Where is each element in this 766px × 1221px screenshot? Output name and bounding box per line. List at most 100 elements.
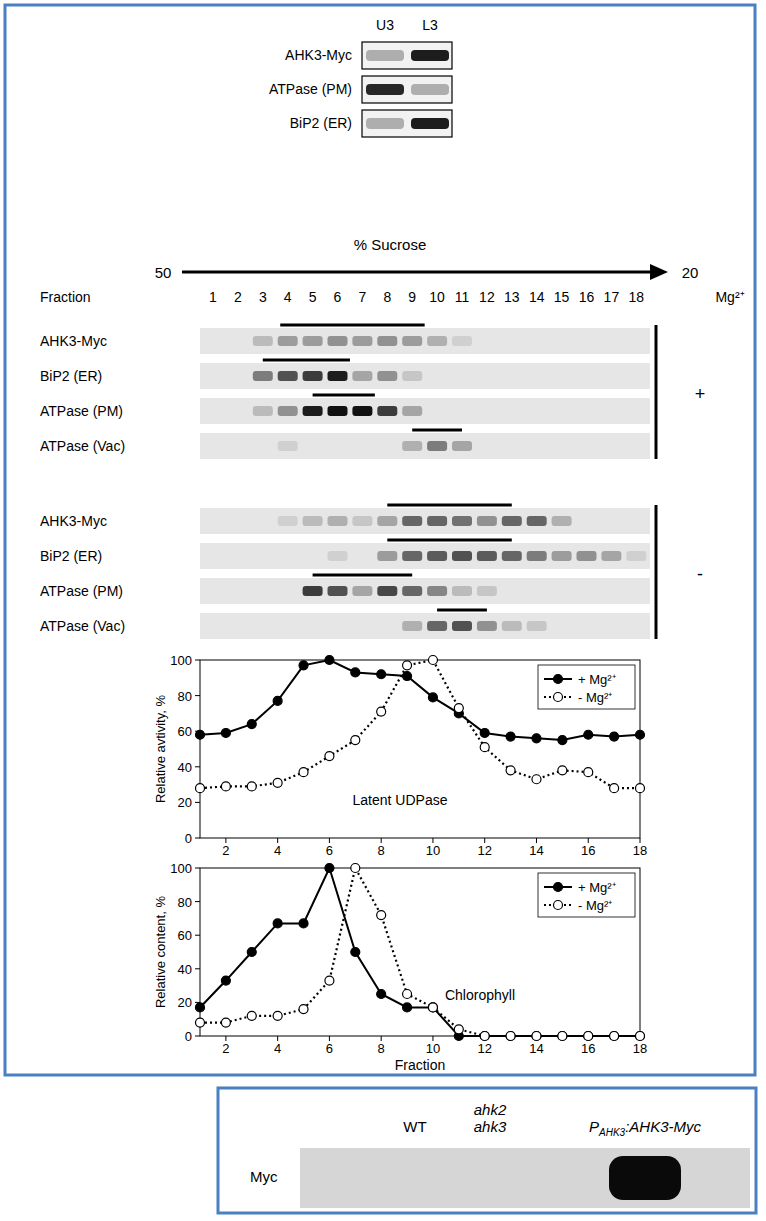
band	[402, 516, 422, 526]
band	[352, 441, 372, 451]
band	[278, 371, 298, 381]
gradient-label: % Sucrose	[354, 236, 427, 253]
blot-strip	[200, 328, 650, 354]
band	[377, 621, 397, 631]
band	[402, 406, 422, 416]
band	[452, 551, 472, 561]
peak-range	[313, 394, 375, 397]
blot-strip	[200, 578, 650, 604]
band	[452, 586, 472, 596]
point	[480, 743, 489, 752]
condition-label: Mg²⁺	[715, 289, 744, 305]
fraction-number: 13	[504, 289, 520, 305]
point	[480, 1032, 489, 1041]
band	[352, 371, 372, 381]
band	[253, 406, 273, 416]
band	[203, 551, 223, 561]
plot-marks	[196, 656, 645, 793]
point	[273, 1011, 282, 1020]
band	[228, 551, 248, 561]
blot-box	[362, 110, 452, 137]
band	[278, 441, 298, 451]
band	[452, 441, 472, 451]
point	[506, 732, 515, 741]
point	[610, 1032, 619, 1041]
band	[577, 371, 597, 381]
group-bracket	[655, 325, 658, 459]
band	[228, 621, 248, 631]
band	[303, 516, 323, 526]
band	[303, 406, 323, 416]
y-tick-label: 40	[178, 962, 192, 977]
y-axis-title: Relative avtivity, %	[153, 695, 168, 804]
point	[247, 1011, 256, 1020]
point	[403, 1003, 412, 1012]
series-line	[200, 868, 640, 1036]
point	[273, 778, 282, 787]
band	[601, 441, 621, 451]
band	[278, 551, 298, 561]
y-tick	[195, 935, 200, 936]
band	[303, 621, 323, 631]
point	[221, 782, 230, 791]
point	[403, 661, 412, 670]
band	[427, 441, 447, 451]
row-label: AHK3-Myc	[40, 513, 107, 529]
band	[552, 336, 572, 346]
band	[328, 441, 348, 451]
fraction-number: 16	[579, 289, 595, 305]
row-label: ATPase (PM)	[40, 403, 123, 419]
band	[626, 336, 646, 346]
band	[427, 371, 447, 381]
y-axis-title: Relative content, %	[153, 896, 168, 1008]
x-tick-label: 6	[326, 843, 333, 858]
series-line	[200, 660, 640, 740]
band	[527, 406, 547, 416]
band	[303, 371, 323, 381]
legend-marker	[554, 675, 563, 684]
band	[352, 336, 372, 346]
y-tick	[195, 766, 200, 767]
peak-range	[387, 504, 512, 507]
column-label: ahk2	[474, 1101, 507, 1118]
band	[402, 621, 422, 631]
band	[477, 371, 497, 381]
band	[427, 586, 447, 596]
band	[626, 371, 646, 381]
point	[428, 656, 437, 665]
blot-strip	[200, 543, 650, 569]
row-label: BiP2 (ER)	[290, 115, 352, 131]
x-tick-label: 10	[426, 1041, 440, 1056]
x-axis-title: Fraction	[395, 1057, 446, 1073]
point	[351, 948, 360, 957]
band	[452, 621, 472, 631]
point	[325, 976, 334, 985]
point	[428, 1003, 437, 1012]
band	[601, 516, 621, 526]
row-label: BiP2 (ER)	[40, 548, 102, 564]
x-tick-label: 8	[378, 843, 385, 858]
x-tick-label: 18	[633, 843, 647, 858]
legend-label: + Mg²⁺	[578, 672, 616, 687]
band	[626, 406, 646, 416]
band	[601, 371, 621, 381]
blot-strip	[200, 613, 650, 639]
group-bracket	[655, 505, 658, 639]
band	[552, 516, 572, 526]
point	[584, 768, 593, 777]
fraction-number: 10	[429, 289, 445, 305]
point	[558, 736, 567, 745]
y-tick-label: 80	[178, 895, 192, 910]
legend-label: + Mg²⁺	[578, 880, 616, 895]
band	[203, 586, 223, 596]
y-tick-label: 60	[178, 724, 192, 739]
band	[601, 621, 621, 631]
x-tick-label: 12	[477, 1041, 491, 1056]
point	[247, 720, 256, 729]
legend-label: - Mg²⁺	[578, 898, 612, 913]
x-tick-label: 12	[477, 843, 491, 858]
band	[577, 441, 597, 451]
point	[506, 1032, 515, 1041]
y-tick-label: 100	[170, 653, 192, 668]
peak-range	[263, 359, 350, 362]
